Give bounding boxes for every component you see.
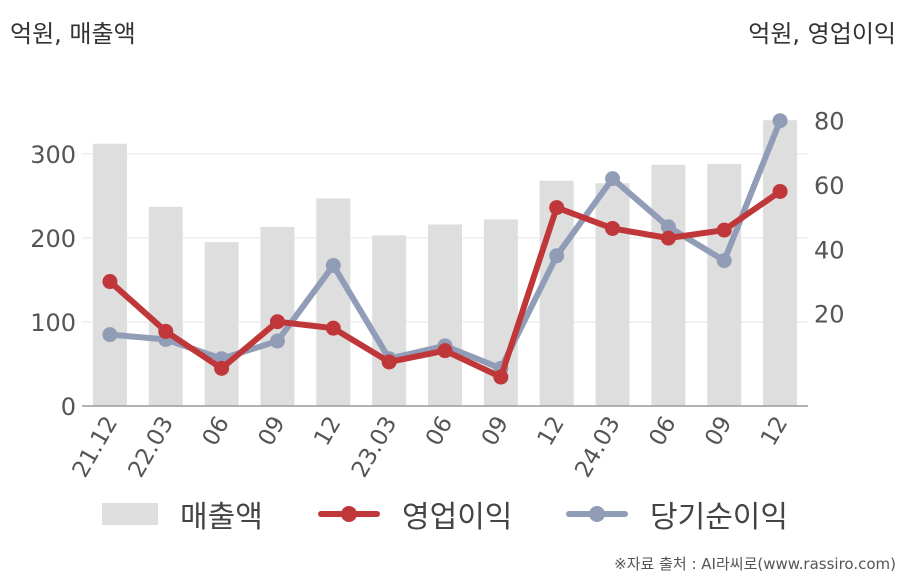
point-operating-profit: [269, 314, 285, 330]
x-tick-label: 06: [644, 412, 681, 450]
x-tick-label: 12: [309, 412, 346, 450]
point-net-income: [102, 327, 118, 343]
bar-revenue: [763, 120, 798, 406]
point-operating-profit: [716, 222, 732, 238]
legend-item-revenue: 매출액: [102, 492, 263, 536]
x-tick-label: 06: [421, 412, 458, 450]
point-operating-profit: [772, 183, 788, 199]
point-operating-profit: [381, 354, 397, 370]
legend-swatch-revenue: [102, 503, 158, 525]
source-note: ※자료 출처 : AI라씨로(www.rassiro.com): [614, 555, 896, 573]
y-right-tick-label: 80: [814, 108, 845, 136]
legend-swatch-operating-profit: [318, 503, 380, 525]
point-operating-profit: [102, 274, 118, 290]
y-left-tick-label: 100: [30, 309, 76, 337]
x-tick-label: 06: [198, 412, 235, 450]
x-tick-label: 24.03: [570, 412, 625, 480]
legend-item-net-income: 당기순이익: [566, 492, 788, 536]
point-operating-profit: [158, 323, 174, 339]
point-net-income: [605, 171, 621, 187]
legend-label-operating-profit: 영업이익: [402, 500, 513, 535]
legend-item-operating-profit: 영업이익: [318, 492, 512, 536]
x-tick-label: 22.03: [124, 412, 179, 480]
x-tick-label: 12: [533, 412, 570, 450]
bar-revenue: [148, 206, 183, 406]
y-right-tick-label: 60: [814, 172, 845, 200]
x-tick-label: 09: [700, 412, 737, 450]
y-left-tick-label: 0: [61, 393, 76, 421]
point-net-income: [325, 257, 341, 273]
x-tick-label: 12: [756, 412, 793, 450]
x-tick-label: 09: [254, 412, 291, 450]
y-right-tick-label: 20: [814, 301, 845, 329]
legend-swatch-net-income: [566, 503, 628, 525]
legend: 매출액 영업이익 당기순이익: [0, 492, 908, 536]
point-operating-profit: [493, 369, 509, 385]
bar-revenue: [707, 163, 742, 406]
point-operating-profit: [660, 230, 676, 246]
point-net-income: [269, 333, 285, 349]
point-net-income: [660, 219, 676, 235]
x-tick-label: 09: [477, 412, 514, 450]
point-operating-profit: [214, 360, 230, 376]
bar-revenue: [428, 224, 462, 406]
point-operating-profit: [549, 200, 565, 216]
x-tick-label: 23.03: [347, 412, 402, 480]
y-right-tick-label: 40: [814, 236, 845, 264]
point-operating-profit: [325, 320, 341, 336]
bar-revenue: [539, 180, 574, 406]
bar-revenue: [651, 164, 686, 406]
left-axis-unit: 억원, 매출액: [10, 20, 136, 48]
bar-revenue: [595, 183, 630, 406]
y-left-tick-label: 200: [30, 225, 76, 253]
y-left-tick-label: 300: [30, 141, 76, 169]
bar-revenue: [372, 235, 407, 406]
x-tick-label: 21.12: [68, 412, 123, 480]
point-operating-profit: [605, 220, 621, 236]
point-operating-profit: [437, 343, 453, 359]
point-net-income: [716, 253, 732, 269]
legend-label-revenue: 매출액: [180, 500, 263, 535]
bar-revenue: [204, 242, 239, 406]
point-net-income: [772, 113, 788, 129]
right-axis-unit: 억원, 영업이익: [748, 20, 896, 48]
bar-revenue: [316, 198, 351, 406]
point-net-income: [549, 248, 565, 264]
legend-label-net-income: 당기순이익: [650, 500, 788, 535]
